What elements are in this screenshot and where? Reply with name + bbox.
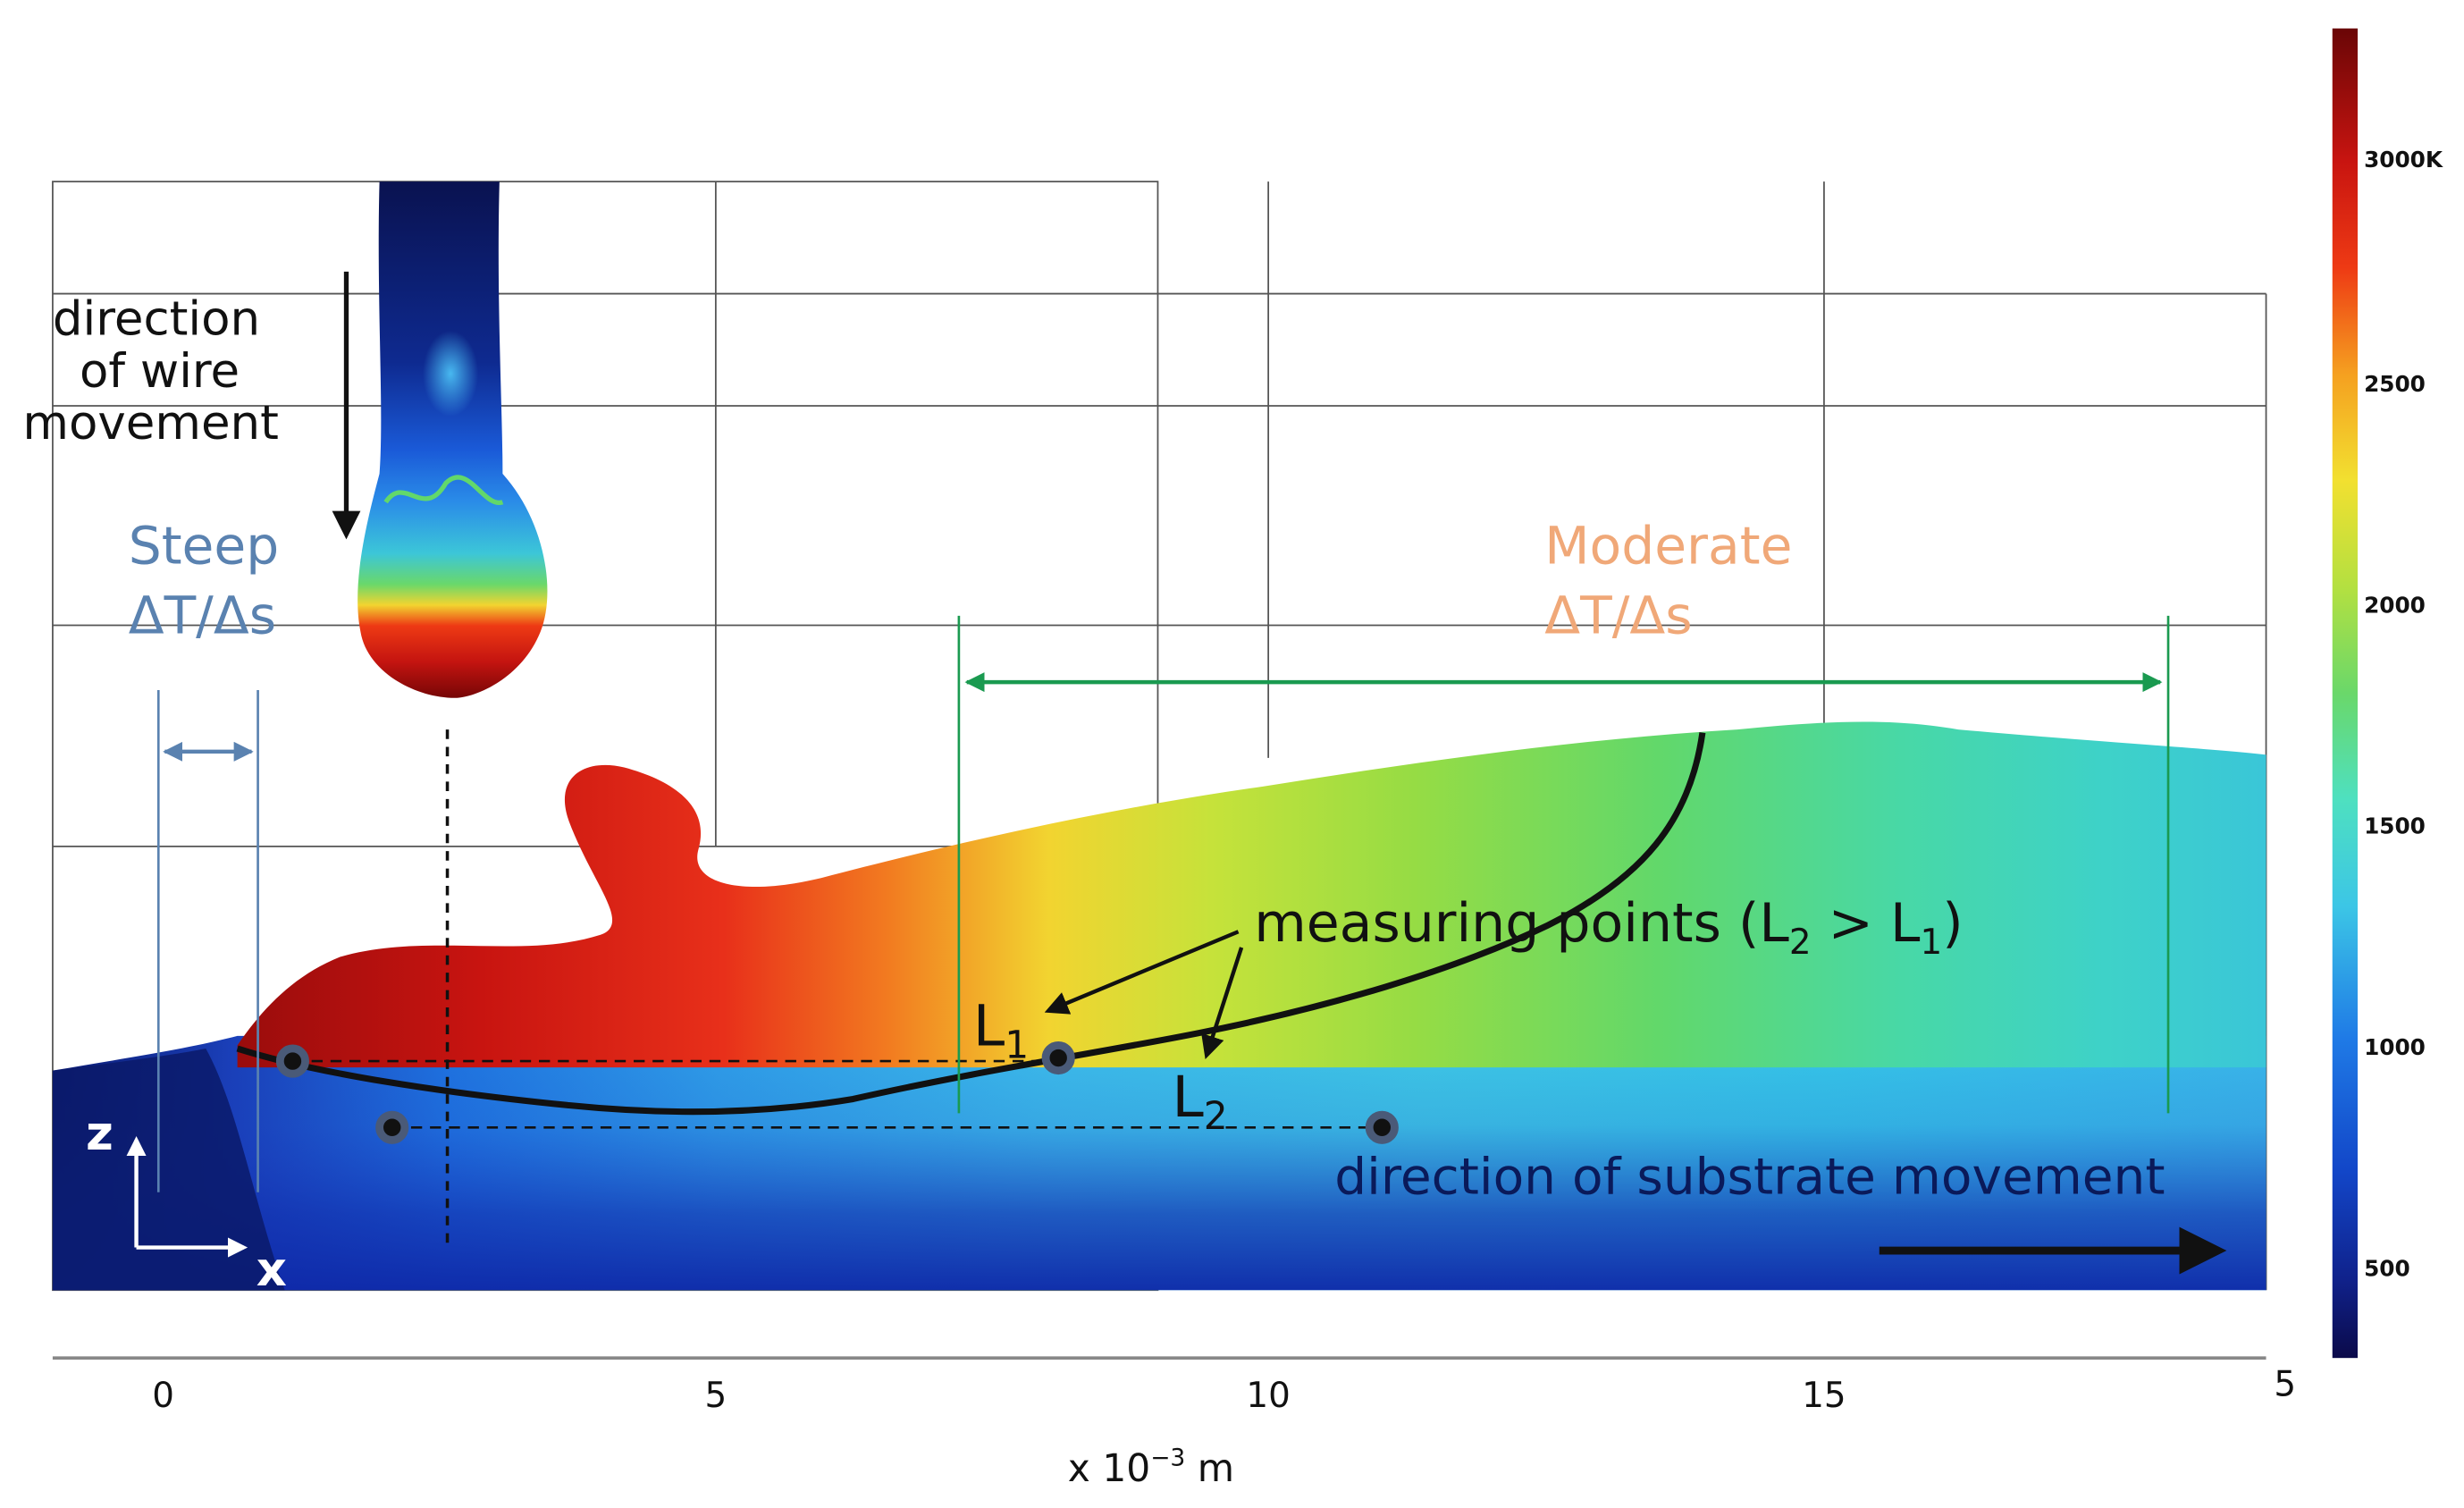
x-unit-base: x 10 <box>1068 1446 1150 1490</box>
measuring-point-l1-end <box>1041 1041 1075 1075</box>
deposited-bead <box>237 721 2266 1068</box>
measuring-point-l2-start <box>375 1110 409 1144</box>
measuring-point-l1-start <box>275 1044 309 1078</box>
steep-label-line-2: ΔT/Δs <box>129 585 276 645</box>
l2-letter: L <box>1172 1064 1204 1130</box>
x-tick-0: 0 <box>152 1376 174 1416</box>
wire-direction-line-2: of wire <box>80 344 240 399</box>
moderate-label-line-1: Moderate <box>1544 516 1792 577</box>
measuring-points-end: ) <box>1942 892 1963 955</box>
moderate-gradient-bracket <box>957 615 2170 1114</box>
x-axis-ticks: 0 5 10 15 5 <box>152 1365 2296 1416</box>
colorbar-label-1000: 1000 <box>2364 1034 2426 1060</box>
l1-label: L1 <box>973 992 1029 1066</box>
measuring-points-label: measuring points (L2 > L1) <box>1254 892 1963 963</box>
coordinate-axes <box>126 1135 248 1258</box>
wire-direction-line-1: direction <box>53 291 260 346</box>
measuring-points <box>275 1041 1399 1144</box>
x-tick-end: 5 <box>2274 1365 2296 1405</box>
wire-direction-line-3: movement <box>22 396 279 451</box>
colorbar-label-2000: 2000 <box>2364 592 2426 618</box>
moderate-gradient-label: Moderate ΔT/Δs <box>1544 516 1792 646</box>
steep-gradient-label: Steep ΔT/Δs <box>129 516 280 646</box>
l2-label: L2 <box>1172 1064 1227 1138</box>
l1-pointer-arrow <box>1044 930 1240 1015</box>
colorbar <box>2332 28 2359 1359</box>
axis-x-label: x <box>256 1243 287 1297</box>
wire-direction-label: direction of wire movement <box>22 291 279 451</box>
colorbar-label-2500: 2500 <box>2364 371 2426 397</box>
substrate-direction-label: direction of substrate movement <box>1334 1148 2165 1206</box>
x-axis-unit: x 10−3 m <box>1068 1444 1234 1490</box>
measuring-points-sub2: 2 <box>1789 922 1812 963</box>
steep-gradient-bracket <box>156 689 259 1192</box>
colorbar-label-1500: 1500 <box>2364 813 2426 839</box>
steep-label-line-1: Steep <box>129 516 280 577</box>
x-unit-exponent: −3 <box>1150 1444 1185 1471</box>
l1-letter: L <box>973 992 1005 1058</box>
axis-z-label: z <box>86 1107 114 1161</box>
x-tick-10: 10 <box>1246 1376 1290 1416</box>
l1-subscript: 1 <box>1005 1024 1029 1067</box>
substrate <box>52 1035 2266 1291</box>
l2-subscript: 2 <box>1204 1094 1228 1138</box>
colorbar-labels: 3000K 2500 2000 1500 1000 500 <box>2364 147 2443 1281</box>
colorbar-label-3000: 3000K <box>2364 147 2443 173</box>
moderate-label-line-2: ΔT/Δs <box>1544 585 1692 645</box>
x-tick-5: 5 <box>704 1376 727 1416</box>
measuring-points-mid: > L <box>1812 892 1921 955</box>
measuring-paths <box>292 1059 1383 1129</box>
x-unit-suffix: m <box>1185 1446 1234 1490</box>
wire <box>357 181 548 698</box>
measuring-points-sub1: 1 <box>1921 922 1943 963</box>
measuring-points-text: measuring points (L <box>1254 892 1789 955</box>
x-tick-15: 15 <box>1802 1376 1846 1416</box>
colorbar-label-500: 500 <box>2364 1255 2410 1281</box>
l2-pointer-arrow <box>1201 947 1244 1060</box>
measuring-point-l2-end <box>1365 1110 1399 1144</box>
